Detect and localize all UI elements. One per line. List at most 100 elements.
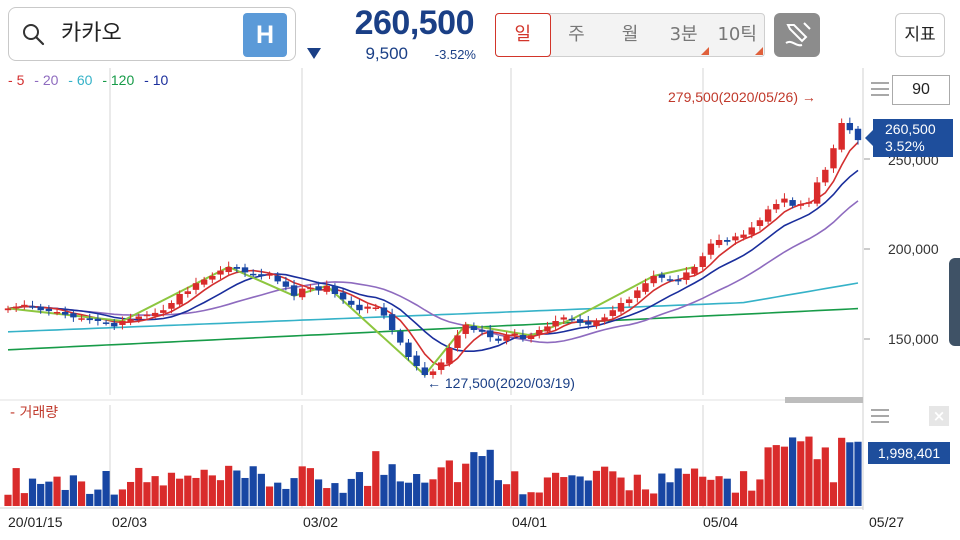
- candle-body: [233, 267, 241, 269]
- ma60-line: [7, 282, 859, 333]
- volume-bars: [4, 436, 862, 506]
- high-price-annotation: 279,500(2020/05/26) →: [668, 89, 816, 105]
- candle-body: [764, 209, 772, 222]
- y-tick-label: 200,000: [888, 241, 939, 257]
- legend-ma120-label: 120: [110, 72, 135, 88]
- volume-bar: [364, 485, 372, 506]
- volume-bar: [821, 447, 829, 506]
- candle-body: [331, 285, 339, 294]
- menu-icon[interactable]: [871, 82, 889, 96]
- volume-bar: [143, 482, 151, 506]
- tab-10tick[interactable]: 10틱: [710, 14, 764, 56]
- candle-body: [241, 267, 249, 273]
- candle-body: [854, 128, 862, 141]
- volume-bar: [470, 452, 478, 506]
- legend-ma5-label: 5: [16, 72, 25, 88]
- draw-tool-button[interactable]: [774, 13, 820, 57]
- h-badge-button[interactable]: H: [243, 13, 287, 57]
- candle-body: [200, 279, 208, 285]
- candle-body: [397, 331, 404, 343]
- pencil-icon: [785, 22, 811, 47]
- volume-bar: [429, 479, 437, 506]
- volume-bar: [45, 481, 53, 506]
- side-panel-handle[interactable]: [949, 258, 960, 346]
- volume-bar: [413, 474, 421, 506]
- volume-bar: [94, 489, 102, 506]
- volume-bar: [12, 468, 20, 506]
- candle-body: [315, 286, 322, 291]
- y-tick-label: 150,000: [888, 331, 939, 347]
- candle-body: [805, 202, 813, 204]
- volume-bar: [462, 463, 470, 506]
- candle-body: [102, 322, 110, 324]
- volume-bar: [126, 481, 135, 506]
- volume-bar: [347, 478, 355, 506]
- candle-body: [209, 276, 216, 280]
- legend-ma10[interactable]: - 10: [144, 72, 169, 88]
- search-icon[interactable]: [21, 22, 45, 46]
- volume-bar: [715, 476, 723, 506]
- volume-bar: [167, 472, 176, 506]
- period-count-box[interactable]: 90: [892, 75, 950, 105]
- candle-body: [756, 220, 764, 226]
- candle-body: [487, 330, 494, 338]
- volume-bar: [519, 494, 527, 506]
- candle-body: [217, 270, 224, 275]
- period-tabs: 일 주 월 3분 10틱: [495, 13, 765, 57]
- volume-bar: [77, 481, 86, 506]
- volume-bar: [4, 494, 12, 506]
- volume-bar: [282, 488, 290, 506]
- candle-body: [192, 283, 200, 290]
- legend-ma60[interactable]: - 60: [68, 72, 93, 88]
- candle-body: [437, 362, 445, 370]
- volume-bar: [756, 479, 764, 506]
- candle-body: [642, 283, 649, 292]
- stock-name[interactable]: 카카오: [61, 21, 122, 46]
- tab-3min[interactable]: 3분: [657, 14, 711, 56]
- candle-body: [299, 288, 306, 298]
- candle-body: [184, 291, 192, 294]
- volume-bar: [290, 478, 298, 506]
- ma-legend[interactable]: - 5 - 20 - 60 - 120 - 10: [8, 72, 174, 88]
- candle-body: [274, 275, 281, 282]
- close-icon[interactable]: ×: [929, 406, 949, 426]
- volume-bar: [404, 482, 413, 506]
- volume-bar: [257, 473, 265, 506]
- legend-ma120[interactable]: - 120: [102, 72, 135, 88]
- current-price: 260,500: [354, 4, 475, 42]
- candle-body: [356, 304, 363, 311]
- candles: [4, 117, 862, 379]
- volume-bar: [723, 478, 731, 506]
- candle-body: [21, 304, 28, 307]
- volume-bar: [274, 482, 282, 506]
- volume-bar: [453, 482, 462, 506]
- candle-body: [560, 317, 567, 320]
- dropdown-corner-icon: [754, 47, 763, 55]
- current-price-tag: 260,500 3.52%: [865, 119, 953, 157]
- candle-body: [609, 310, 617, 316]
- candle-body: [29, 306, 36, 308]
- tab-weekly[interactable]: 주: [568, 24, 585, 45]
- tab-daily[interactable]: 일: [495, 13, 551, 57]
- candle-body: [544, 326, 551, 332]
- volume-bar: [421, 482, 429, 506]
- tab-monthly[interactable]: 월: [621, 24, 639, 45]
- volume-bar: [61, 489, 69, 506]
- volume-bar: [813, 459, 821, 506]
- legend-ma20[interactable]: - 20: [34, 72, 59, 88]
- indicator-button[interactable]: 지표: [895, 13, 945, 57]
- date-label: 02/03: [112, 514, 148, 530]
- legend-ma5[interactable]: - 5: [8, 72, 25, 88]
- volume-bar: [69, 475, 77, 506]
- candle-body: [585, 321, 592, 325]
- candle-body: [307, 287, 314, 290]
- horizontal-scrollbar[interactable]: [785, 397, 863, 403]
- candle-body: [380, 307, 388, 316]
- volume-bar: [650, 493, 658, 506]
- candle-body: [830, 148, 837, 169]
- volume-bar: [511, 471, 519, 506]
- volume-menu-icon[interactable]: [871, 409, 889, 423]
- volume-bar: [707, 479, 715, 506]
- candle-body: [552, 321, 559, 327]
